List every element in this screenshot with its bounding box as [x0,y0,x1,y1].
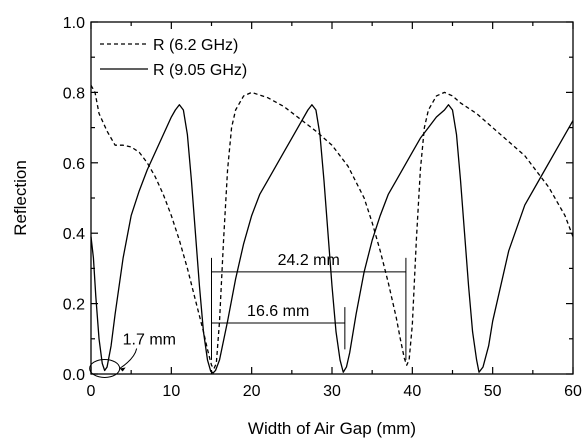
legend-label: R (6.2 GHz) [153,37,238,54]
span-label: 16.6 mm [247,303,309,320]
x-tick-label: 0 [87,383,96,400]
callout-arrow [120,348,137,368]
legend: R (6.2 GHz) R (9.05 GHz) [100,37,247,79]
callout-label: 1.7 mm [123,331,176,348]
y-tick-label: 0.8 [63,85,85,102]
y-tick-label: 0.6 [63,156,85,173]
span-label: 24.2 mm [278,252,340,269]
x-tick-label: 10 [162,383,180,400]
y-tick-label: 0.4 [63,226,85,243]
series-line-6-2ghz [91,85,573,368]
legend-label: R (9.05 GHz) [153,62,247,79]
x-tick-label: 20 [243,383,261,400]
y-tick-label: 1.0 [63,15,85,32]
x-tick-label: 30 [323,383,341,400]
x-tick-label: 40 [403,383,421,400]
annotations-layer: 24.2 mm 16.6 mm 1.7 mm [90,252,406,378]
y-axis-title: Reflection [11,160,30,236]
y-tick-label: 0.2 [63,297,85,314]
series-layer [91,85,573,373]
x-axis-title: Width of Air Gap (mm) [248,419,416,438]
y-tick-label: 0.0 [63,367,85,384]
x-tick-label: 50 [484,383,502,400]
x-tick-label: 60 [564,383,582,400]
